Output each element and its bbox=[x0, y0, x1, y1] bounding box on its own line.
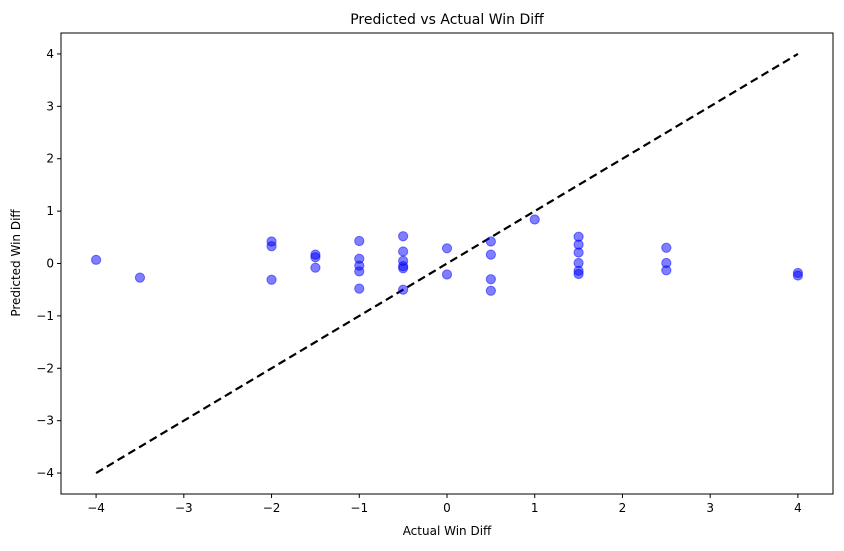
y-tick-label: 2 bbox=[46, 152, 54, 166]
y-tick-label: −3 bbox=[36, 414, 54, 428]
chart-title: Predicted vs Actual Win Diff bbox=[350, 12, 544, 28]
x-tick-label: 2 bbox=[619, 501, 627, 515]
data-point bbox=[310, 262, 321, 273]
data-point bbox=[398, 284, 409, 295]
data-point bbox=[134, 272, 146, 283]
x-tick-label: −1 bbox=[350, 501, 368, 515]
x-tick-label: 3 bbox=[706, 501, 714, 515]
y-tick-label: 1 bbox=[46, 204, 54, 218]
data-point bbox=[792, 270, 804, 281]
y-axis-label: Predicted Win Diff bbox=[9, 209, 23, 317]
data-point bbox=[485, 285, 496, 296]
x-tick-label: 4 bbox=[794, 501, 802, 515]
data-point bbox=[485, 274, 496, 285]
data-point bbox=[529, 214, 540, 225]
data-point bbox=[310, 252, 321, 263]
x-tick-label: −3 bbox=[175, 501, 193, 515]
plot-area bbox=[60, 32, 834, 495]
data-point bbox=[573, 247, 584, 258]
data-point bbox=[354, 266, 365, 277]
y-axis-ticks: −4 −3 −2 −1 0 1 2 3 4 bbox=[36, 47, 61, 480]
data-point bbox=[266, 274, 277, 285]
y-tick-label: −1 bbox=[36, 309, 54, 323]
y-tick-label: 4 bbox=[46, 47, 54, 61]
y-tick-label: −4 bbox=[36, 466, 54, 480]
x-tick-label: 1 bbox=[531, 501, 539, 515]
x-axis-ticks: −4 −3 −2 −1 0 1 2 3 4 bbox=[87, 494, 802, 515]
x-tick-label: −4 bbox=[87, 501, 105, 515]
data-point bbox=[90, 254, 102, 265]
x-tick-label: 0 bbox=[443, 501, 451, 515]
data-point bbox=[485, 236, 496, 247]
data-point bbox=[398, 231, 409, 242]
data-point bbox=[441, 243, 453, 254]
y-tick-label: 0 bbox=[46, 257, 54, 271]
data-point bbox=[441, 269, 453, 280]
data-point bbox=[398, 263, 409, 274]
data-point bbox=[354, 283, 365, 294]
data-point bbox=[573, 268, 584, 280]
x-axis-label: Actual Win Diff bbox=[403, 524, 492, 538]
y-tick-label: −2 bbox=[36, 361, 54, 375]
data-point bbox=[398, 246, 409, 257]
data-point bbox=[354, 235, 365, 247]
data-point bbox=[661, 265, 672, 276]
data-point bbox=[266, 241, 277, 252]
data-point bbox=[661, 242, 672, 253]
data-point bbox=[485, 249, 496, 260]
y-tick-label: 3 bbox=[46, 99, 54, 113]
x-tick-label: −2 bbox=[263, 501, 281, 515]
reference-line bbox=[95, 53, 799, 474]
